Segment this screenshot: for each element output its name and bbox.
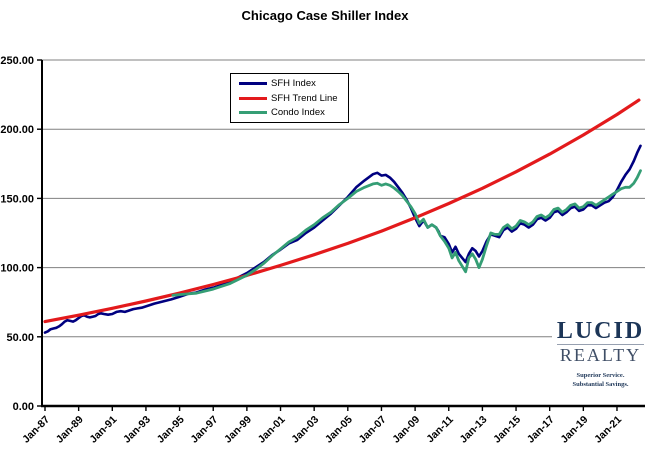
x-axis-label-Jan-01: Jan-01	[256, 414, 288, 446]
x-axis-label-Jan-13: Jan-13	[458, 414, 490, 446]
x-axis-label-Jan-17: Jan-17	[525, 414, 557, 446]
sfh-index-line-swatch-icon	[239, 82, 267, 86]
y-axis-label-150: 150.00	[0, 193, 34, 205]
y-axis-label-100: 100.00	[0, 263, 34, 275]
legend-label-sfh-index: SFH Index	[271, 78, 316, 90]
sfh-trend-line-swatch-icon	[239, 96, 267, 100]
sfh-index-line	[43, 144, 642, 334]
logo-word-realty: REALTY	[559, 345, 642, 365]
x-axis-label-Jan-89: Jan-89	[54, 414, 86, 446]
y-axis-label-250: 250.00	[0, 55, 34, 67]
x-axis-label-Jan-91: Jan-91	[87, 414, 119, 446]
y-axis-label-0: 0.00	[13, 401, 34, 413]
lucid-realty-logo: LUCID REALTY Superior Service. Substanti…	[552, 315, 649, 399]
x-axis-label-Jan-19: Jan-19	[558, 414, 590, 446]
logo-word-lucid: LUCID	[556, 318, 645, 345]
logo-tagline: Superior Service. Substantial Savings.	[573, 371, 629, 390]
chart-title: Chicago Case Shiller Index	[241, 8, 409, 23]
x-axis-label-Jan-11: Jan-11	[424, 414, 456, 446]
condo-index-line-swatch-icon	[239, 110, 267, 114]
logo-tagline-line2: Substantial Savings.	[572, 381, 629, 389]
x-axis-label-Jan-87: Jan-87	[20, 414, 52, 446]
legend-label-condo-index: Condo Index	[271, 106, 325, 118]
logo-tagline-line1: Superior Service.	[576, 371, 625, 379]
x-axis-label-Jan-15: Jan-15	[491, 414, 523, 446]
chart-legend: SFH Index SFH Trend Line Condo Index	[230, 73, 349, 123]
x-axis-label-Jan-95: Jan-95	[155, 414, 187, 446]
legend-item-condo-index: Condo Index	[239, 106, 348, 119]
x-axis-label-Jan-99: Jan-99	[222, 414, 254, 446]
x-axis-label-Jan-09: Jan-09	[390, 414, 422, 446]
x-axis-label-Jan-97: Jan-97	[188, 414, 220, 446]
legend-item-sfh-trend-line: SFH Trend Line	[239, 92, 348, 105]
x-axis-label-Jan-05: Jan-05	[323, 414, 355, 446]
x-axis-label-Jan-07: Jan-07	[357, 414, 389, 446]
legend-item-sfh-index: SFH Index	[239, 77, 348, 90]
x-axis-label-Jan-93: Jan-93	[121, 414, 153, 446]
x-axis-label-Jan-21: Jan-21	[592, 414, 624, 446]
y-axis-label-200: 200.00	[0, 124, 34, 136]
sfh-trend-line	[43, 98, 641, 324]
condo-index-line	[171, 169, 642, 297]
x-axis-label-Jan-03: Jan-03	[289, 414, 321, 446]
legend-label-sfh-trend-line: SFH Trend Line	[271, 92, 338, 104]
y-axis-label-50: 50.00	[6, 332, 34, 344]
